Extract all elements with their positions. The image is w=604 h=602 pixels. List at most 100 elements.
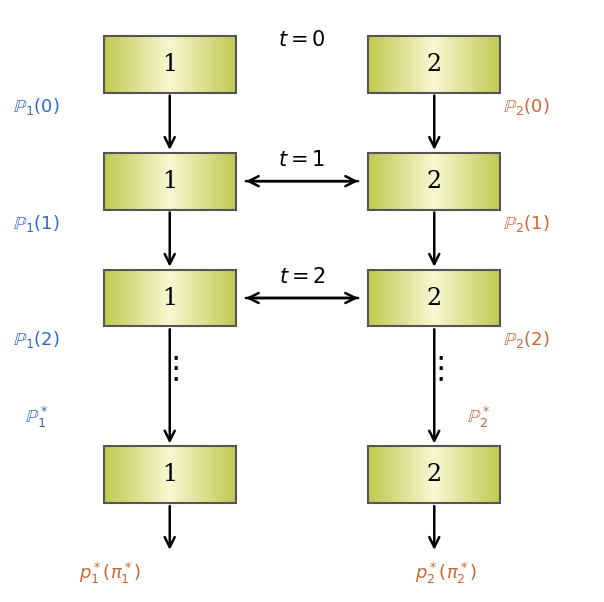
Bar — [190, 36, 193, 93]
Bar — [161, 270, 164, 326]
Bar — [489, 153, 492, 209]
Bar — [156, 36, 159, 93]
Bar — [437, 153, 439, 209]
Bar — [119, 153, 122, 209]
Bar — [183, 36, 186, 93]
Text: $\mathbb{P}_2(2)$: $\mathbb{P}_2(2)$ — [503, 329, 550, 350]
Bar — [465, 153, 468, 209]
Bar — [399, 153, 402, 209]
Bar — [106, 153, 109, 209]
Bar — [104, 446, 236, 503]
Bar — [425, 446, 428, 503]
Bar — [368, 153, 371, 209]
Bar — [379, 153, 382, 209]
Bar — [434, 153, 437, 209]
Bar — [225, 446, 228, 503]
Bar — [172, 270, 175, 326]
Bar — [115, 446, 117, 503]
Bar — [135, 446, 137, 503]
Bar — [234, 36, 237, 93]
Bar — [227, 446, 230, 503]
Bar — [196, 270, 199, 326]
Bar — [412, 446, 415, 503]
Bar — [445, 270, 448, 326]
Bar — [476, 446, 479, 503]
Bar — [428, 153, 431, 209]
Bar — [201, 270, 204, 326]
Bar — [445, 153, 448, 209]
Bar — [139, 270, 142, 326]
Bar — [139, 446, 142, 503]
Bar — [117, 446, 120, 503]
Bar — [187, 446, 190, 503]
Bar — [397, 36, 400, 93]
Bar — [223, 153, 225, 209]
Bar — [439, 36, 442, 93]
Bar — [220, 446, 223, 503]
Bar — [421, 36, 424, 93]
Text: 2: 2 — [426, 464, 442, 486]
Bar — [119, 270, 122, 326]
Bar — [421, 270, 424, 326]
Bar — [441, 270, 444, 326]
Bar — [485, 270, 488, 326]
Bar — [167, 36, 170, 93]
Bar — [452, 153, 455, 209]
Bar — [417, 270, 419, 326]
Bar — [368, 36, 371, 93]
Bar — [408, 446, 411, 503]
Bar — [225, 153, 228, 209]
Bar — [146, 36, 149, 93]
Bar — [159, 446, 161, 503]
Bar — [115, 36, 117, 93]
Bar — [231, 36, 234, 93]
Bar — [104, 270, 236, 326]
Bar — [489, 270, 492, 326]
Bar — [220, 153, 223, 209]
Bar — [388, 270, 391, 326]
Bar — [434, 270, 437, 326]
Bar — [498, 153, 501, 209]
Bar — [439, 153, 442, 209]
Bar — [432, 153, 435, 209]
Bar — [135, 36, 137, 93]
Bar — [126, 270, 129, 326]
Text: $\mathbb{P}_2(0)$: $\mathbb{P}_2(0)$ — [503, 96, 550, 117]
Bar — [374, 36, 378, 93]
Bar — [165, 153, 168, 209]
Bar — [408, 153, 411, 209]
Bar — [106, 270, 109, 326]
Bar — [123, 36, 126, 93]
Bar — [401, 270, 404, 326]
Bar — [492, 270, 495, 326]
Text: 1: 1 — [162, 464, 178, 486]
Bar — [198, 446, 201, 503]
Bar — [106, 446, 109, 503]
Bar — [377, 446, 380, 503]
Bar — [374, 270, 378, 326]
Bar — [179, 153, 181, 209]
Bar — [485, 153, 488, 209]
Bar — [410, 270, 413, 326]
Bar — [478, 446, 481, 503]
Bar — [104, 36, 236, 93]
Bar — [183, 270, 186, 326]
Bar — [104, 270, 106, 326]
Bar — [393, 153, 395, 209]
Bar — [106, 36, 109, 93]
Bar — [207, 446, 210, 503]
Bar — [494, 270, 496, 326]
Text: 2: 2 — [426, 287, 442, 309]
Bar — [425, 153, 428, 209]
Bar — [198, 36, 201, 93]
Bar — [381, 446, 384, 503]
Bar — [487, 446, 490, 503]
Bar — [207, 153, 210, 209]
Bar — [132, 446, 135, 503]
Bar — [452, 270, 455, 326]
Bar — [223, 270, 225, 326]
Bar — [211, 36, 214, 93]
Bar — [201, 36, 204, 93]
Bar — [192, 446, 194, 503]
Bar — [450, 153, 452, 209]
